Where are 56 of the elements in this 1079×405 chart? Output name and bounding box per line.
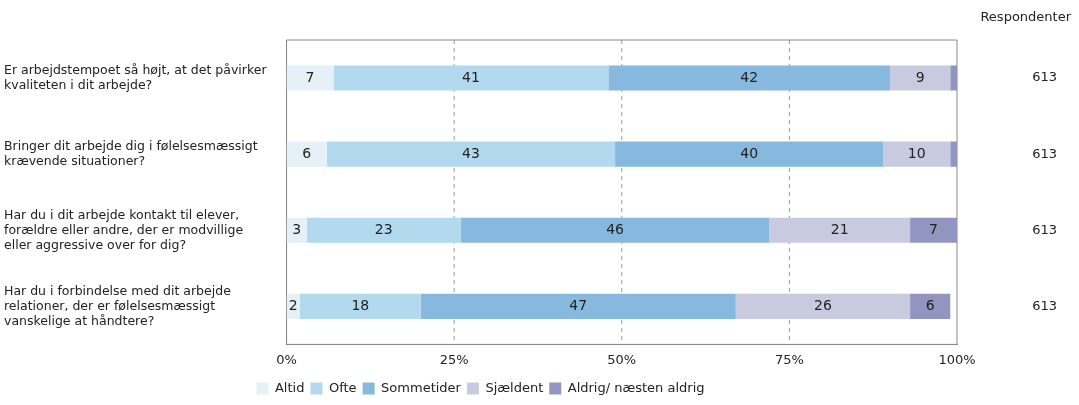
data-label: 46 — [606, 220, 625, 237]
bar — [306, 217, 461, 243]
data-label: 18 — [351, 296, 370, 313]
bar — [769, 217, 911, 243]
y-tick-label: Bringer dit arbejde dig i følelsesmæssigt krævende situationer? — [4, 137, 258, 168]
data-label: 42 — [740, 68, 759, 85]
data-label: 2 — [288, 296, 298, 313]
data-label: 26 — [814, 296, 832, 313]
data-label: 3 — [292, 220, 302, 237]
x-tick-label: 0% — [276, 351, 297, 367]
legend-label: Altid — [274, 379, 305, 395]
bar — [608, 65, 890, 91]
data-label: 40 — [740, 144, 759, 161]
text: 613 — [1032, 145, 1057, 161]
bar — [420, 293, 736, 319]
legend-label: Aldrig/ næsten aldrig — [567, 379, 705, 395]
data-label: 10 — [907, 144, 926, 161]
x-tick-label: 100% — [938, 351, 976, 367]
x-tick-label: 75% — [774, 351, 804, 367]
x-tick-label: 50% — [607, 351, 637, 367]
bar — [910, 293, 951, 319]
bar — [286, 65, 334, 91]
data-label: 9 — [915, 68, 925, 85]
data-label: 7 — [305, 68, 315, 85]
data-label: 47 — [569, 296, 588, 313]
bar — [735, 293, 911, 319]
text: 613 — [1032, 69, 1057, 85]
data-label: 7 — [929, 220, 938, 237]
bar — [299, 293, 421, 319]
bar — [460, 217, 770, 243]
bar — [950, 141, 957, 167]
data-label: 41 — [462, 68, 480, 85]
bar — [883, 141, 951, 167]
x-tick-label: 25% — [439, 351, 469, 367]
bar — [286, 217, 307, 243]
y-tick-label: Har du i forbindelse med dit arbejde relationer, der er følelsesmæssigt vanskelige at håndtere? — [4, 282, 232, 328]
data-label: 43 — [462, 144, 480, 161]
bar — [333, 65, 609, 91]
data-label: 21 — [830, 220, 849, 237]
data-label: 6 — [925, 296, 935, 313]
legend-label: Sjældent — [485, 379, 544, 395]
legend-label: Sommetider — [381, 379, 462, 395]
bar — [950, 65, 957, 91]
bar — [326, 141, 616, 167]
text: Respondenter — [980, 9, 1072, 25]
text: 613 — [1032, 297, 1057, 313]
bar — [615, 141, 884, 167]
bar — [889, 65, 951, 91]
bar — [910, 217, 957, 243]
legend-label: Ofte — [328, 379, 357, 395]
bar — [286, 141, 327, 167]
y-tick-label: Er arbejdstempoet så højt, at det påvirker kvaliteten i dit arbejde? — [4, 61, 268, 92]
y-tick-label: Har du i dit arbejde kontakt til elever, forældre eller andre, der er modvillige eller aggressive over for dig? — [4, 206, 244, 252]
text: 613 — [1032, 221, 1057, 237]
data-label: 23 — [374, 220, 393, 237]
data-label: 6 — [302, 144, 312, 161]
